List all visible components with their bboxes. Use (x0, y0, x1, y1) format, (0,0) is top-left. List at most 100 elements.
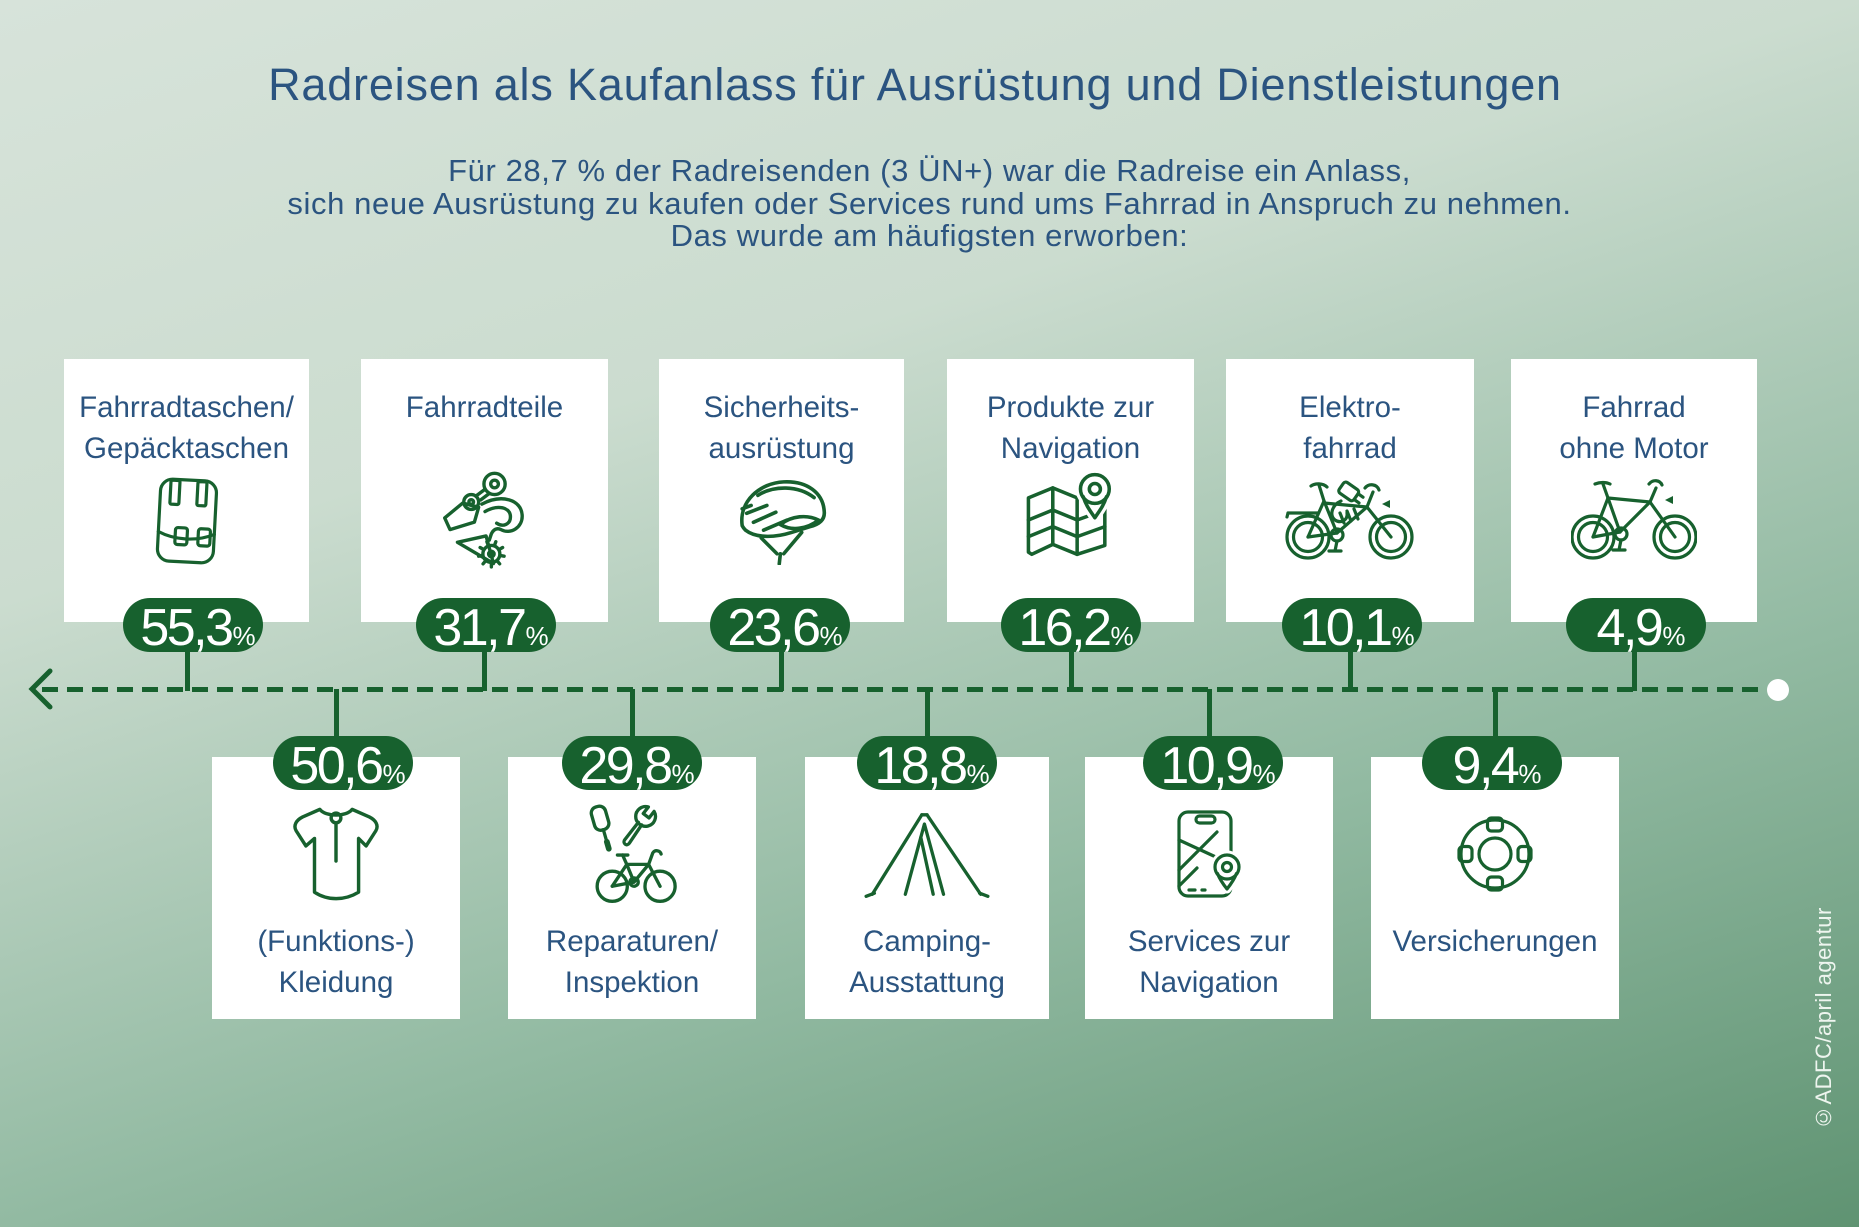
bicycle-icon-svg (1571, 478, 1697, 560)
category-label-line-2: Navigation (1139, 966, 1279, 999)
subtitle-line-2: sich neue Ausrüstung zu kaufen oder Serv… (287, 185, 1572, 221)
badge-value: 16,2 (1018, 599, 1112, 657)
category-label-line-2: Inspektion (564, 966, 700, 999)
category-card: Elektro- fahrrad (1226, 359, 1474, 622)
category-label: Versicherungen (1371, 921, 1619, 962)
connector (1347, 645, 1353, 691)
category-label: Camping- Ausstattung (805, 921, 1049, 1003)
badge-value: 18,8 (874, 737, 968, 795)
category-label-line-1: Camping- (863, 925, 991, 958)
badge-percent-sign: % (1662, 621, 1686, 651)
category-card: Produkte zur Navigation (947, 359, 1194, 622)
badge-percent-sign: % (1518, 759, 1542, 789)
helmet-icon-svg (740, 480, 827, 565)
badge-percent-sign: % (1391, 621, 1415, 651)
credit-vertical-text: ©ADFC/april agentur (1811, 907, 1836, 1130)
timeline-arrow-left-icon (28, 668, 53, 710)
helmet-icon (659, 463, 904, 576)
category-card: Fahrradtaschen/ Gepäcktaschen (64, 359, 309, 622)
value-badge: 10,9% (1143, 736, 1283, 793)
category-label: Fahrradteile (361, 387, 608, 428)
badge-text: 16,2% (1008, 601, 1133, 655)
subtitle-line-1: Für 28,7 % der Radreisenden (3 ÜN+) war … (448, 153, 1411, 188)
category-label-line-2: Ausstattung (849, 966, 1005, 999)
connector (778, 645, 784, 691)
category-card: (Funktions-) Kleidung (212, 757, 460, 1019)
category-label-line-1: Elektro- (1299, 391, 1401, 424)
connector (1068, 645, 1074, 691)
category-label: Fahrradtaschen/ Gepäcktaschen (64, 387, 309, 469)
phone-navigation-icon-svg (1177, 809, 1243, 898)
badge-value: 55,3 (140, 599, 234, 657)
category-label: (Funktions-) Kleidung (212, 921, 460, 1003)
timeline-end-dot (1767, 679, 1789, 701)
connector (1206, 689, 1212, 739)
category-label-line-1: Versicherungen (1392, 925, 1598, 958)
pannier-bag-icon-svg (155, 477, 218, 564)
category-label: Services zur Navigation (1085, 921, 1333, 1003)
folded-map-pin-icon (947, 463, 1194, 576)
badge-value: 31,7 (433, 599, 527, 657)
badge-value: 10,9 (1160, 737, 1254, 795)
badge-text: 10,1% (1289, 601, 1414, 655)
connector (333, 689, 339, 739)
category-label: Fahrrad ohne Motor (1511, 387, 1757, 469)
category-label: Reparaturen/ Inspektion (508, 921, 756, 1003)
page-subtitle: Für 28,7 % der Radreisenden (3 ÜN+) war … (0, 153, 1859, 253)
badge-percent-sign: % (232, 621, 256, 651)
category-card: Reparaturen/ Inspektion (508, 757, 756, 1019)
category-card: Sicherheits- ausrüstung (659, 359, 904, 622)
category-label-line-2: fahrrad (1303, 432, 1397, 465)
badge-value: 23,6 (727, 599, 821, 657)
connector (1631, 645, 1637, 691)
category-label: Produkte zur Navigation (947, 387, 1194, 469)
connector (481, 645, 487, 691)
badge-percent-sign: % (382, 759, 406, 789)
badge-text: 10,9% (1150, 739, 1275, 793)
badge-percent-sign: % (1110, 621, 1134, 651)
badge-value: 10,1 (1299, 599, 1393, 657)
category-label-line-1: Fahrradtaschen/ (79, 391, 294, 424)
value-badge: 4,9% (1566, 598, 1706, 655)
value-badge: 50,6% (273, 736, 413, 793)
category-label: Sicherheits- ausrüstung (659, 387, 904, 469)
badge-percent-sign: % (966, 759, 990, 789)
category-label-line-2: Kleidung (278, 966, 394, 999)
badge-percent-sign: % (671, 759, 695, 789)
category-label-line-2: ausrüstung (708, 432, 855, 465)
value-badge: 18,8% (857, 736, 997, 793)
pannier-bag-icon (64, 463, 309, 576)
e-bike-icon (1226, 463, 1474, 576)
tent-icon-svg (864, 813, 990, 898)
category-label-line-1: Services zur (1127, 925, 1291, 958)
cycling-jersey-icon-svg (293, 807, 379, 900)
tent-icon (805, 797, 1049, 910)
connector (1492, 689, 1498, 739)
lifebuoy-icon (1371, 797, 1619, 910)
category-label-line-1: Sicherheits- (703, 391, 860, 424)
phone-navigation-icon (1085, 797, 1333, 910)
badge-text: 18,8% (864, 739, 989, 793)
folded-map-pin-icon-svg (1026, 470, 1115, 556)
badge-text: 9,4% (1443, 739, 1542, 793)
timeline-dashed-axis (42, 687, 1765, 692)
category-label-line-1: Reparaturen/ (545, 925, 719, 958)
category-label-line-1: Fahrrad (1582, 391, 1686, 424)
badge-percent-sign: % (525, 621, 549, 651)
badge-text: 31,7% (423, 601, 548, 655)
value-badge: 10,1% (1282, 598, 1422, 655)
badge-text: 4,9% (1587, 601, 1686, 655)
badge-text: 55,3% (130, 601, 255, 655)
value-badge: 9,4% (1422, 736, 1562, 793)
derailleur-icon (361, 463, 608, 576)
badge-value: 4,9 (1596, 599, 1664, 657)
category-card: Fahrrad ohne Motor (1511, 359, 1757, 622)
repair-tools-bike-icon-svg (589, 804, 677, 903)
category-label-line-2: ohne Motor (1559, 432, 1709, 465)
category-card: Fahrradteile (361, 359, 608, 622)
subtitle-line-3: Das wurde am häufigsten erworben: (670, 218, 1189, 253)
badge-value: 9,4 (1452, 737, 1520, 795)
value-badge: 31,7% (416, 598, 556, 655)
repair-tools-bike-icon (508, 797, 756, 910)
